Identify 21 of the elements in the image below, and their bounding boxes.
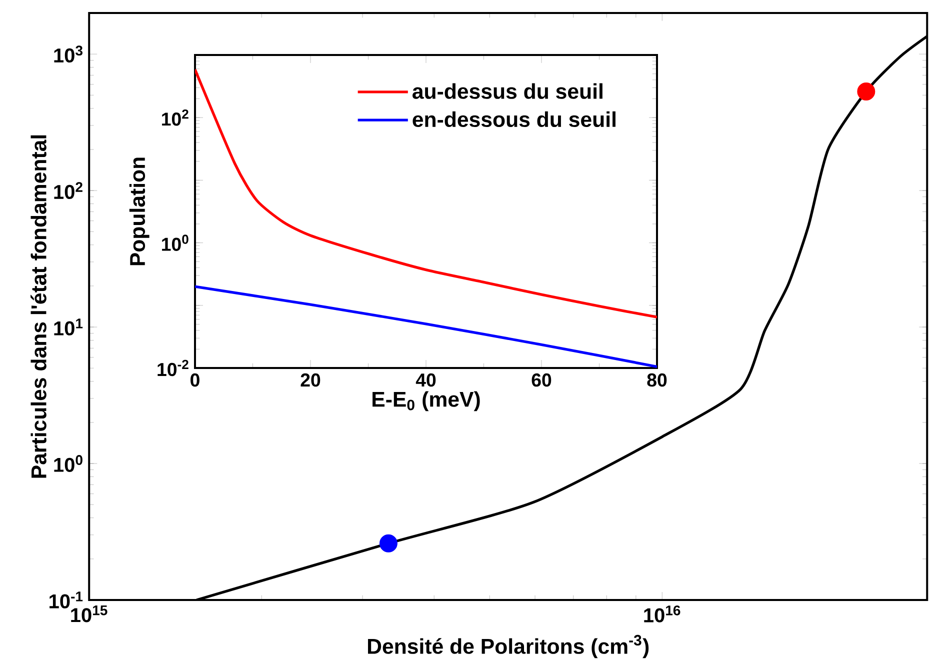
y-tick-label: 10$^{2}$ [54, 182, 82, 200]
y-tick-label: 10$^{3}$ [54, 46, 82, 63]
line-series [195, 285, 657, 368]
y-tick-label: 10$^{-2}$ [158, 360, 188, 376]
x-tick-label: 0 [190, 373, 200, 387]
y-tick-label: 10$^{0}$ [162, 234, 188, 251]
y-axis-title: Particules dans l'état fondamental [30, 135, 46, 478]
y-tick-label: 10$^{2}$ [162, 109, 188, 126]
y-tick-label: 10$^{0}$ [54, 455, 82, 472]
x-axis-title: Densité de Polaritons (cm$^{-3}$) [368, 634, 649, 658]
legend-label: en-dessous du seuil [412, 111, 616, 128]
y-axis-title: Population [129, 158, 150, 266]
x-tick-label: 40 [416, 373, 436, 387]
x-tick-label: 10$^{16}$ [644, 605, 680, 622]
x-tick-label: 80 [647, 373, 667, 387]
x-tick-label: 20 [300, 373, 320, 387]
line-series [195, 68, 657, 318]
x-tick-label: 60 [532, 373, 552, 387]
x-axis-title: E-E$_{0}$ (meV) [372, 391, 480, 412]
legend-label: au-dessus du seuil [412, 83, 602, 99]
y-tick-label: 10$^{1}$ [54, 318, 83, 336]
